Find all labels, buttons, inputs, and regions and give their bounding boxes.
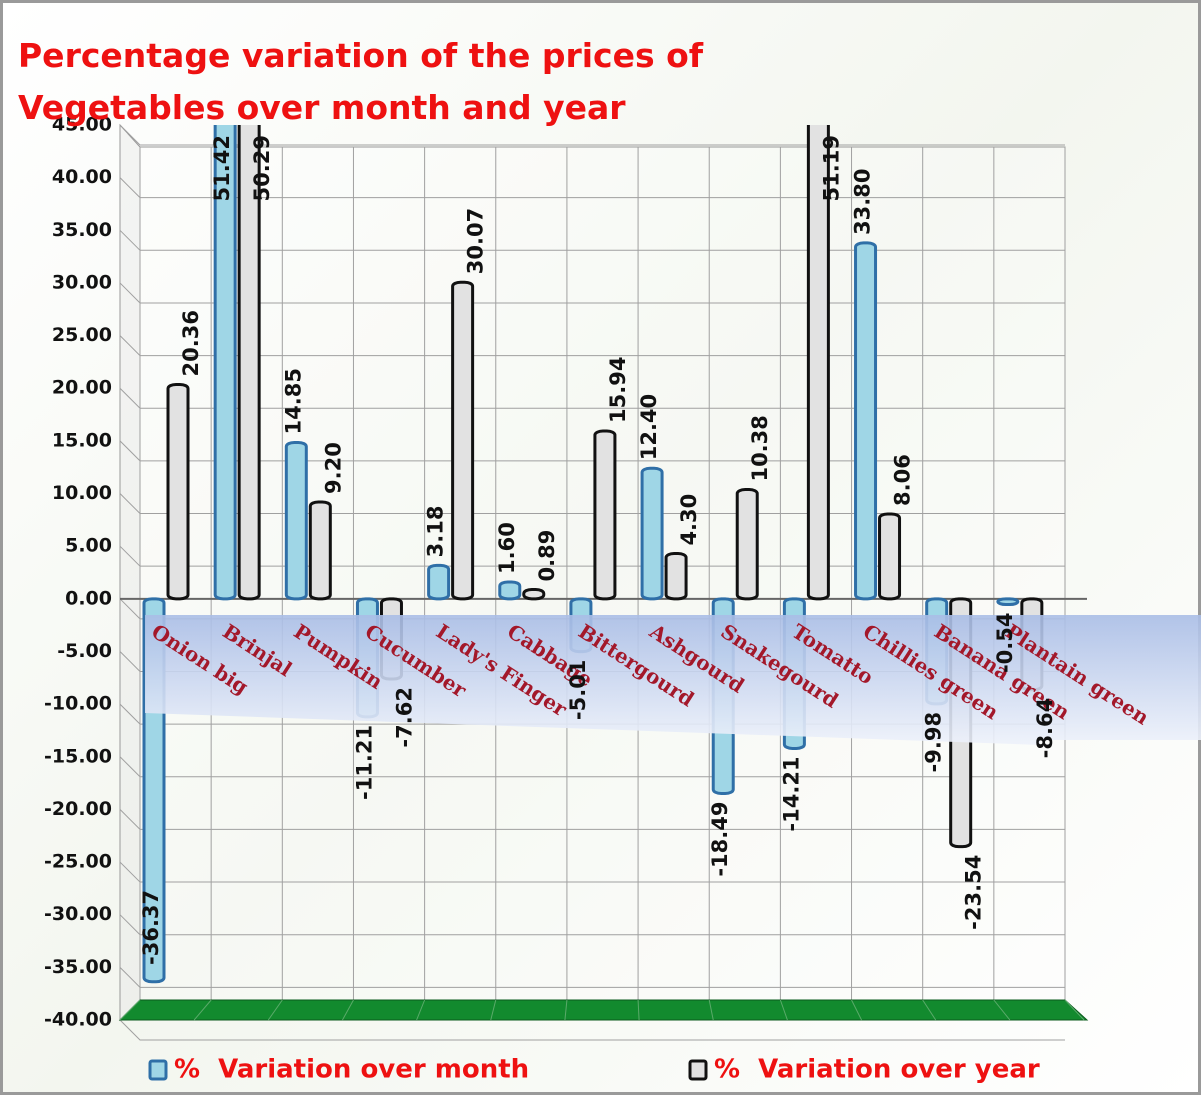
- bar: [429, 565, 449, 598]
- value-label: -14.21: [779, 756, 803, 831]
- legend-marker: [150, 1061, 166, 1079]
- value-label: 33.80: [851, 168, 875, 234]
- value-label: -11.21: [352, 725, 376, 800]
- y-tick-label: -15.00: [44, 745, 112, 767]
- bar: [524, 589, 544, 598]
- value-label: 12.40: [637, 394, 661, 460]
- value-label: 1.60: [495, 522, 519, 574]
- value-label: -0.54: [993, 613, 1017, 674]
- bar: [168, 384, 188, 598]
- legend-label: % Variation over month: [174, 1055, 529, 1085]
- y-tick-label: -10.00: [44, 693, 112, 715]
- bar: [453, 282, 473, 599]
- value-label: -9.98: [922, 712, 946, 773]
- y-tick-label: 25.00: [52, 324, 112, 346]
- page: {"chart_data": {"type": "bar", "title": …: [0, 0, 1201, 1095]
- y-tick-label: 0.00: [65, 587, 112, 609]
- bar: [737, 490, 757, 599]
- y-tick-label: -25.00: [44, 851, 112, 873]
- value-label: 3.18: [424, 506, 448, 558]
- side-wall: [120, 125, 140, 1020]
- value-label: 4.30: [677, 494, 701, 546]
- y-tick-label: 20.00: [52, 377, 112, 399]
- bar: [856, 243, 876, 599]
- y-tick-label: 30.00: [52, 271, 112, 293]
- y-tick-label: 5.00: [65, 535, 112, 557]
- bar: [500, 582, 520, 599]
- bar: [310, 502, 330, 599]
- grid-line: [120, 1020, 1065, 1040]
- y-tick-label: -30.00: [44, 903, 112, 925]
- bar: [286, 442, 306, 598]
- value-label: -8.64: [1033, 698, 1057, 759]
- value-label: 8.06: [891, 454, 915, 506]
- bar: [595, 431, 615, 599]
- legend-label: % Variation over year: [714, 1055, 1040, 1085]
- value-label: -7.62: [392, 687, 416, 748]
- value-label: 10.38: [748, 415, 772, 481]
- value-label: 51.19: [819, 135, 843, 201]
- legend-marker: [690, 1061, 706, 1079]
- floor: [120, 1000, 1087, 1020]
- y-tick-label: -40.00: [44, 1009, 112, 1031]
- chart: -40.00 -35.00 -30.00 -25.00 -20.00 -15.00 -10.…: [0, 0, 1201, 1095]
- value-label: 14.85: [281, 368, 305, 434]
- value-label: 9.20: [321, 442, 345, 494]
- y-tick-label: -20.00: [44, 798, 112, 820]
- value-label: -23.54: [962, 855, 986, 930]
- bar: [642, 468, 662, 599]
- value-label: 15.94: [606, 357, 630, 423]
- chart-title: Percentage variation of the prices of Ve…: [18, 30, 798, 134]
- value-label: 20.36: [179, 310, 203, 376]
- value-label: -5.01: [566, 660, 590, 721]
- y-tick-label: 40.00: [52, 166, 112, 188]
- bar: [880, 514, 900, 599]
- value-label: -36.37: [139, 890, 163, 965]
- value-label: 0.89: [535, 530, 559, 582]
- y-tick-label: -35.00: [44, 956, 112, 978]
- value-label: 30.07: [464, 208, 488, 274]
- y-tick-label: -5.00: [57, 640, 112, 662]
- value-label: 50.29: [250, 135, 274, 201]
- bar: [666, 554, 686, 599]
- bar: [998, 599, 1018, 605]
- y-tick-label: 35.00: [52, 219, 112, 241]
- y-tick-label: 15.00: [52, 429, 112, 451]
- value-label: 51.42: [210, 135, 234, 201]
- y-tick-label: 10.00: [52, 482, 112, 504]
- value-label: -18.49: [708, 802, 732, 877]
